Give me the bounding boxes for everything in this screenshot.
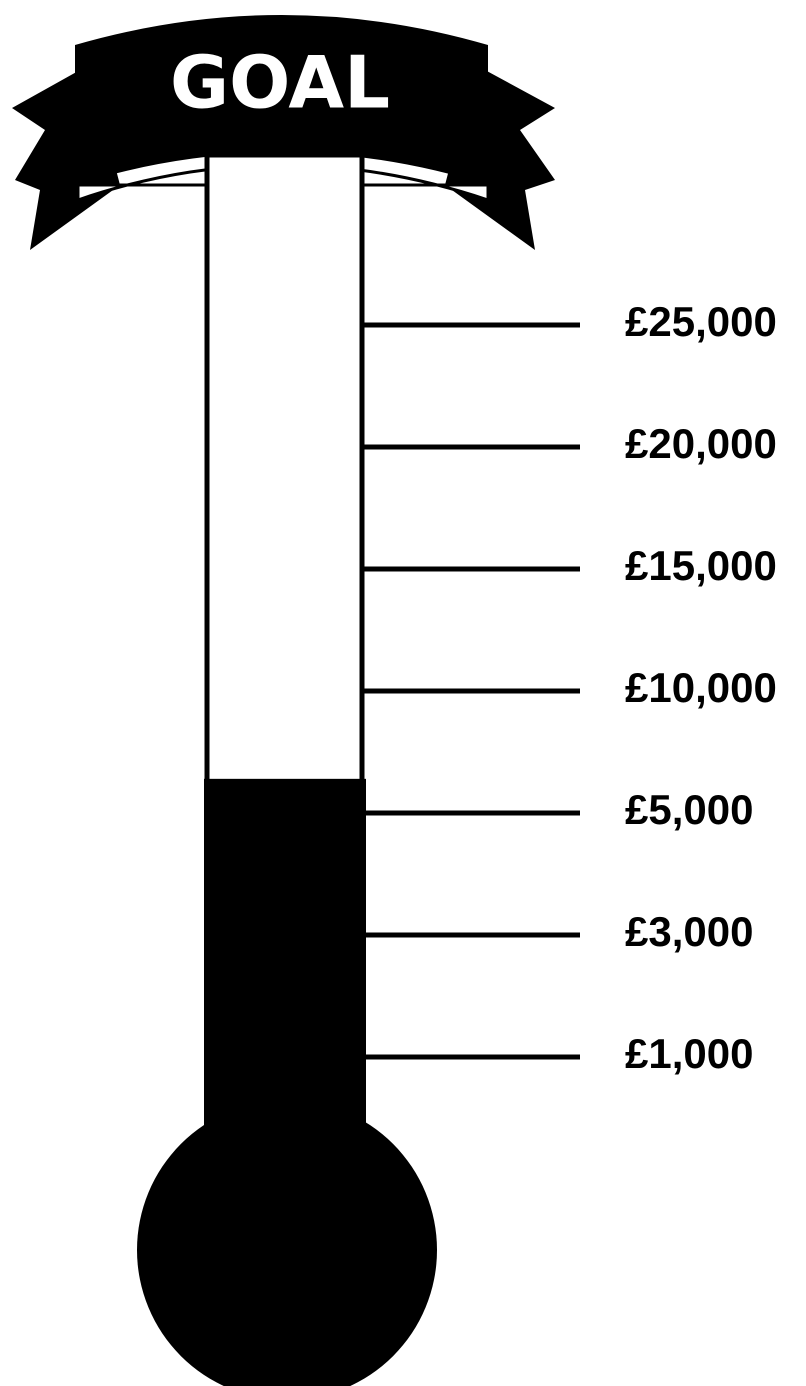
tick-label: £15,000 xyxy=(625,542,777,589)
chart-title: GOAL xyxy=(170,41,390,125)
thermometer-chart: GOAL £1,000 £3,000 £5,000 £10,000 £15,000 £20… xyxy=(0,0,806,1386)
tick-label: £3,000 xyxy=(625,908,753,955)
tick-label: £25,000 xyxy=(625,298,777,345)
tick-label: £5,000 xyxy=(625,786,753,833)
tick-label: £10,000 xyxy=(625,664,777,711)
fill-level xyxy=(204,779,366,1160)
tick-label: £1,000 xyxy=(625,1030,753,1077)
tick-label: £20,000 xyxy=(625,420,777,467)
